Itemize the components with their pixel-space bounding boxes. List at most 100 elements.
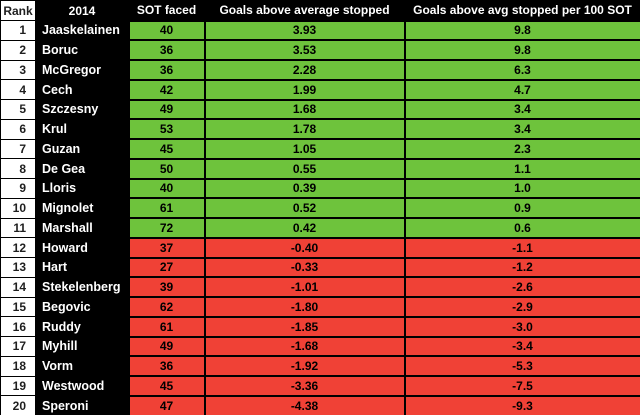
name-cell: Cech (35, 79, 129, 100)
rank-cell: 16 (0, 316, 36, 337)
goals-above-avg-cell: 1.78 (203, 118, 406, 140)
per-100-sot-cell: -1.1 (403, 236, 640, 259)
table-row: 5 Szczesny 49 1.68 3.4 (0, 98, 640, 121)
per-100-sot-cell: -2.6 (403, 276, 640, 298)
per-100-sot-cell: -3.4 (403, 335, 640, 358)
per-100-sot-cell: -7.5 (403, 375, 640, 397)
sot-faced-cell: 40 (127, 19, 206, 42)
per-100-sot-cell: 1.0 (403, 177, 640, 200)
table-row: 11 Marshall 72 0.42 0.6 (0, 217, 640, 239)
sot-faced-cell: 62 (127, 296, 206, 318)
goals-above-avg-cell: 0.42 (203, 217, 406, 239)
name-cell: Hart (35, 257, 129, 278)
rank-cell: 7 (0, 138, 36, 160)
goals-above-avg-cell: -0.40 (203, 236, 406, 259)
per-100-sot-cell: 9.8 (403, 19, 640, 42)
goals-above-avg-cell: 0.39 (203, 177, 406, 200)
sot-faced-cell: 42 (127, 78, 206, 101)
goals-above-avg-cell: -1.85 (203, 315, 406, 338)
header-row: Rank 2014 SOT faced Goals above average … (0, 0, 640, 21)
table-row: 9 Lloris 40 0.39 1.0 (0, 177, 640, 200)
sot-faced-cell: 50 (127, 157, 206, 180)
sot-faced-cell: 39 (127, 276, 206, 298)
sot-faced-cell: 36 (127, 355, 206, 377)
sot-faced-cell: 45 (127, 375, 206, 397)
name-cell: De Gea (35, 158, 129, 179)
sot-faced-cell: 27 (127, 256, 206, 279)
name-cell: Jaaskelainen (35, 20, 129, 41)
rank-cell: 20 (0, 395, 36, 415)
sot-faced-cell: 36 (127, 39, 206, 61)
name-cell: Lloris (35, 178, 129, 199)
header-season-2014: 2014 (35, 0, 129, 21)
name-cell: Myhill (35, 336, 129, 357)
rank-cell: 18 (0, 355, 36, 377)
rank-cell: 6 (0, 118, 36, 140)
sot-faced-cell: 37 (127, 236, 206, 259)
goals-above-avg-cell: -1.68 (203, 335, 406, 358)
sot-faced-cell: 49 (127, 98, 206, 121)
rank-cell: 15 (0, 296, 36, 318)
sot-faced-cell: 36 (127, 59, 206, 81)
header-sot-faced: SOT faced (128, 0, 205, 21)
goals-above-avg-cell: 1.99 (203, 78, 406, 101)
rank-cell: 12 (0, 237, 36, 258)
name-cell: Westwood (35, 375, 129, 397)
table-body: 1 Jaaskelainen 40 3.93 9.8 2 Boruc 36 3.53 9.8 3 Mc… (0, 19, 640, 415)
rank-cell: 2 (0, 39, 36, 61)
per-100-sot-cell: -3.0 (403, 315, 640, 338)
per-100-sot-cell: 6.3 (403, 59, 640, 81)
table-row: 14 Stekelenberg 39 -1.01 -2.6 (0, 276, 640, 298)
per-100-sot-cell: 0.9 (403, 197, 640, 219)
name-cell: Stekelenberg (35, 276, 129, 298)
name-cell: Begovic (35, 296, 129, 318)
goals-above-avg-cell: 2.28 (203, 59, 406, 81)
rank-cell: 14 (0, 276, 36, 298)
header-goals-above-average-stopped: Goals above average stopped (204, 0, 405, 21)
goals-above-avg-cell: -1.80 (203, 296, 406, 318)
table-row: 7 Guzan 45 1.05 2.3 (0, 138, 640, 160)
rank-cell: 3 (0, 59, 36, 81)
sot-faced-cell: 61 (127, 315, 206, 338)
table-row: 15 Begovic 62 -1.80 -2.9 (0, 296, 640, 318)
table-row: 13 Hart 27 -0.33 -1.2 (0, 256, 640, 279)
rank-cell: 1 (0, 20, 36, 41)
table-row: 10 Mignolet 61 0.52 0.9 (0, 197, 640, 219)
goals-above-avg-cell: 1.68 (203, 98, 406, 121)
goals-above-avg-cell: -3.36 (203, 375, 406, 397)
header-rank: Rank (0, 0, 36, 21)
table-row: 16 Ruddy 61 -1.85 -3.0 (0, 315, 640, 338)
goals-above-avg-cell: -4.38 (203, 394, 406, 415)
sot-faced-cell: 40 (127, 177, 206, 200)
table-row: 8 De Gea 50 0.55 1.1 (0, 157, 640, 180)
per-100-sot-cell: -1.2 (403, 256, 640, 279)
per-100-sot-cell: 3.4 (403, 98, 640, 121)
name-cell: Mignolet (35, 197, 129, 219)
per-100-sot-cell: -9.3 (403, 394, 640, 415)
goals-above-avg-cell: 3.53 (203, 39, 406, 61)
table-row: 1 Jaaskelainen 40 3.93 9.8 (0, 19, 640, 42)
table-row: 17 Myhill 49 -1.68 -3.4 (0, 335, 640, 358)
table-row: 4 Cech 42 1.99 4.7 (0, 78, 640, 101)
goals-above-avg-cell: 0.55 (203, 157, 406, 180)
name-cell: Guzan (35, 138, 129, 160)
name-cell: Vorm (35, 355, 129, 377)
per-100-sot-cell: -5.3 (403, 355, 640, 377)
goals-above-avg-cell: -1.01 (203, 276, 406, 298)
rank-cell: 9 (0, 178, 36, 199)
sot-faced-cell: 49 (127, 335, 206, 358)
per-100-sot-cell: 4.7 (403, 78, 640, 101)
rank-cell: 4 (0, 79, 36, 100)
per-100-sot-cell: -2.9 (403, 296, 640, 318)
rank-cell: 13 (0, 257, 36, 278)
goals-above-avg-cell: 3.93 (203, 19, 406, 42)
table-row: 12 Howard 37 -0.40 -1.1 (0, 236, 640, 259)
name-cell: Boruc (35, 39, 129, 61)
rank-cell: 17 (0, 336, 36, 357)
rank-cell: 11 (0, 217, 36, 239)
per-100-sot-cell: 0.6 (403, 217, 640, 239)
sot-faced-cell: 47 (127, 394, 206, 415)
goals-above-avg-cell: -1.92 (203, 355, 406, 377)
